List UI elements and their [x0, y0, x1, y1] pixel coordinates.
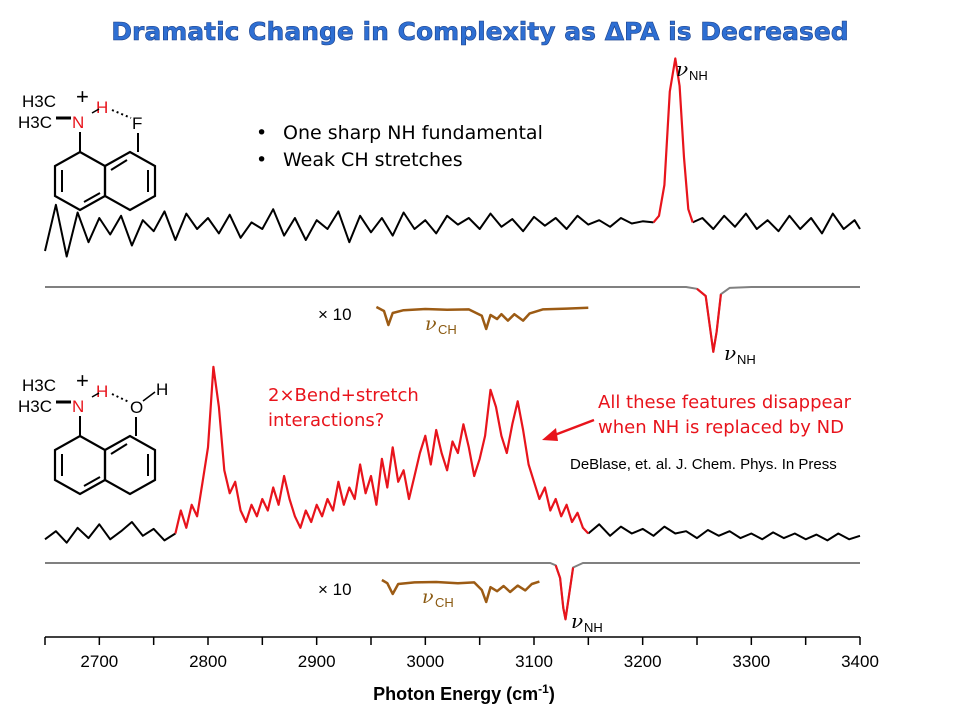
- bullet-dot: •: [256, 149, 267, 171]
- x-tick-label: 3400: [841, 652, 879, 671]
- spectrum-trace-black-right: [692, 212, 861, 235]
- molecule-top-n-atom: N: [72, 113, 84, 132]
- nu-nh-sub-top: NH: [689, 68, 708, 83]
- bullet-item-2: Weak CH stretches: [283, 149, 463, 171]
- molecule-bottom: H3C H3C + N H O H: [18, 368, 168, 496]
- svg-text:ν: ν: [571, 609, 583, 633]
- depletion-dip-nh: [696, 287, 722, 353]
- spectrum-trace-red: [174, 365, 590, 535]
- x-axis: 2700 2800 2900 3000 3100 3200 3300 3400: [44, 636, 879, 671]
- panel-bottom-traces: [44, 365, 861, 621]
- annotation-disappear-2: when NH is replaced by ND: [598, 417, 844, 438]
- molecule-top-group-2: H3C: [18, 113, 52, 132]
- x-tick-label: 3200: [624, 652, 662, 671]
- svg-text:ν: ν: [676, 57, 688, 81]
- molecule-bottom-n-atom: N: [72, 397, 84, 416]
- x-tick-label: 2900: [298, 652, 336, 671]
- annotation-disappear-1: All these features disappear: [598, 392, 852, 413]
- scale-label-top: × 10: [318, 305, 352, 324]
- molecule-bottom-h-atom: H: [96, 382, 108, 401]
- x-tick-label: 3300: [732, 652, 770, 671]
- bullet-dot: •: [256, 122, 267, 144]
- spectrum-trace-black-left: [44, 203, 654, 258]
- annotation-arrow: [542, 418, 595, 441]
- nu-nh-label-bottom: ν NH: [571, 609, 603, 635]
- molecule-bottom-charge: +: [76, 368, 89, 393]
- spectrum-trace-red: [652, 57, 694, 224]
- depletion-trace-ch-x10: [381, 578, 540, 604]
- nu-ch-label-top: ν CH: [425, 313, 457, 337]
- nu-ch-sub-top: CH: [438, 322, 457, 337]
- nu-ch-label-bottom: ν CH: [422, 586, 454, 610]
- depletion-trace-ch-x10: [375, 305, 589, 331]
- svg-text:ν: ν: [425, 313, 437, 335]
- x-tick-label: 2800: [189, 652, 227, 671]
- molecule-bottom-acceptor: O: [130, 398, 143, 417]
- nu-nh-label-depletion-top: ν NH: [724, 341, 756, 367]
- citation: DeBlase, et. al. J. Chem. Phys. In Press: [570, 456, 837, 473]
- svg-text:ν: ν: [422, 586, 434, 608]
- molecule-top-group-1: H3C: [22, 92, 56, 111]
- page-title: Dramatic Change in Complexity as ΔPA is …: [111, 17, 848, 46]
- panel-top-traces: [44, 57, 861, 353]
- svg-text:ν: ν: [724, 341, 736, 365]
- molecule-bottom-group-2: H3C: [18, 397, 52, 416]
- molecule-bottom-acceptor-h: H: [156, 380, 168, 399]
- depletion-trace-nh: [45, 286, 860, 353]
- molecule-top-charge: +: [76, 84, 89, 109]
- spectrum-trace-black-right: [587, 523, 861, 542]
- x-tick-label: 3000: [406, 652, 444, 671]
- nu-ch-sub-bottom: CH: [435, 595, 454, 610]
- spectrum-trace-black-left: [44, 521, 176, 544]
- x-axis-label: Photon Energy (cm-1): [373, 682, 555, 704]
- molecule-bottom-group-1: H3C: [22, 376, 56, 395]
- molecule-top: H3C H3C + N H F: [18, 84, 157, 212]
- annotation-bend-stretch-2: interactions?: [268, 410, 384, 431]
- bullet-list-top: • One sharp NH fundamental • Weak CH str…: [256, 122, 543, 171]
- depletion-trace-nh: [45, 562, 860, 621]
- bullet-item-1: One sharp NH fundamental: [283, 122, 543, 144]
- annotation-bend-stretch-1: 2×Bend+stretch: [268, 385, 419, 406]
- nu-nh-label-top: ν NH: [676, 57, 708, 83]
- x-tick-label: 2700: [80, 652, 118, 671]
- molecule-top-h-atom: H: [96, 98, 108, 117]
- molecule-top-acceptor: F: [132, 114, 142, 133]
- nu-nh-sub-bottom: NH: [584, 620, 603, 635]
- x-tick-label: 3100: [515, 652, 553, 671]
- scale-label-bottom: × 10: [318, 580, 352, 599]
- nu-nh-sub-depletion-top: NH: [737, 352, 756, 367]
- depletion-dip-nh: [554, 564, 575, 621]
